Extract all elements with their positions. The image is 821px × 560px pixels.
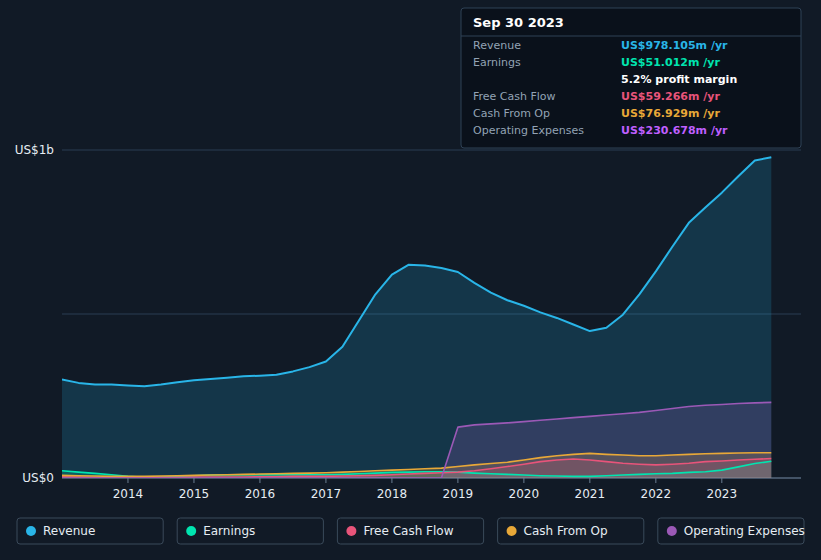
info-row-value: US$51.012m /yr: [621, 56, 720, 69]
legend-label: Cash From Op: [524, 524, 608, 538]
x-tick: [721, 478, 722, 483]
info-row-value: US$230.678m /yr: [621, 124, 728, 137]
y-tick-label: US$1b: [15, 143, 54, 157]
x-tick: [325, 478, 326, 483]
info-box-title: Sep 30 2023: [473, 15, 564, 30]
x-tick-label: 2014: [113, 487, 144, 501]
grid: [62, 150, 801, 478]
legend-label: Revenue: [43, 524, 95, 538]
legend-swatch: [667, 526, 677, 536]
x-tick-label: 2020: [509, 487, 540, 501]
info-row-label: Free Cash Flow: [473, 90, 556, 103]
legend-swatch: [346, 526, 356, 536]
legend-swatch: [26, 526, 36, 536]
x-tick-label: 2019: [443, 487, 474, 501]
x-tick: [457, 478, 458, 483]
plot-area: [62, 157, 771, 478]
series-line: [62, 402, 771, 478]
series-line: [62, 453, 771, 477]
x-tick: [391, 478, 392, 483]
x-tick: [655, 478, 656, 483]
legend-item-frame: [658, 518, 804, 544]
x-tick-label: 2023: [707, 487, 738, 501]
legend-swatch: [186, 526, 196, 536]
x-tick: [259, 478, 260, 483]
info-row-label: Operating Expenses: [473, 124, 584, 137]
x-tick: [523, 478, 524, 483]
legend-item-frame: [337, 518, 483, 544]
x-tick: [193, 478, 194, 483]
legend-item-frame: [177, 518, 323, 544]
series-line: [62, 459, 771, 478]
info-row-value: US$76.929m /yr: [621, 107, 720, 120]
info-row-value: US$59.266m /yr: [621, 90, 720, 103]
x-tick: [589, 478, 590, 483]
area-fill: [62, 402, 771, 478]
info-box-frame: [461, 8, 801, 148]
legend: Revenue Earnings Free Cash Flow Cash From O…: [17, 518, 805, 544]
x-tick-label: 2016: [245, 487, 276, 501]
grid-line: [62, 150, 801, 151]
info-row-value: US$978.105m /yr: [621, 39, 728, 52]
chart: US$0 US$1b 2014 2015 2016 2017 2018 2019 2020 202…: [0, 0, 821, 560]
x-tick-label: 2018: [377, 487, 408, 501]
legend-label: Free Cash Flow: [363, 524, 453, 538]
info-box-separator: [461, 36, 801, 37]
x-tick-label: 2021: [575, 487, 606, 501]
area-fill: [62, 157, 771, 478]
legend-item-frame: [498, 518, 644, 544]
x-tick-label: 2022: [641, 487, 672, 501]
info-row-label: Earnings: [473, 56, 521, 69]
legend-swatch: [507, 526, 517, 536]
info-row-label: Cash From Op: [473, 107, 550, 120]
x-tick-label: 2017: [311, 487, 342, 501]
legend-item-frame: [17, 518, 163, 544]
legend-label: Earnings: [203, 524, 255, 538]
legend-label: Operating Expenses: [684, 524, 805, 538]
info-row-label: Revenue: [473, 39, 521, 52]
info-box: Sep 30 2023 Revenue US$978.105m /yr Earning…: [461, 8, 801, 148]
info-row-value: 5.2% profit margin: [621, 73, 737, 86]
x-tick: [127, 478, 128, 483]
background: [0, 0, 821, 560]
series-line: [62, 157, 771, 386]
x-tick-label: 2015: [179, 487, 210, 501]
y-tick-label: US$0: [22, 471, 54, 485]
